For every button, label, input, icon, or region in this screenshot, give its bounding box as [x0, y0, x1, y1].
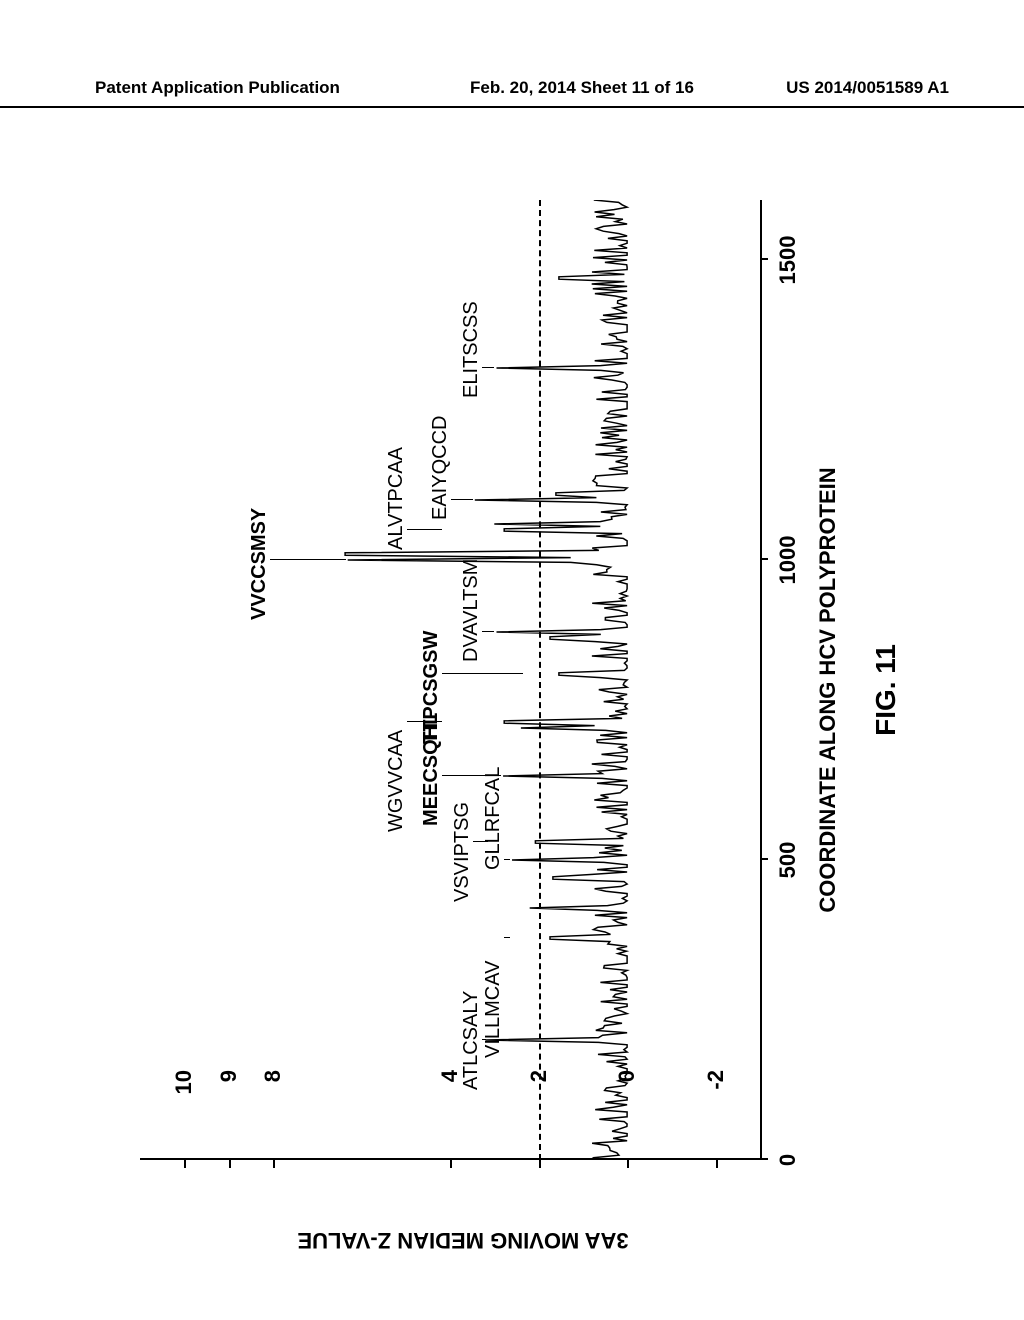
peak-label: ATLCSALY — [460, 991, 483, 1090]
page-header: Patent Application Publication Feb. 20, … — [0, 78, 1024, 108]
peak-label: WGVVCAA — [385, 730, 408, 832]
leader-line — [504, 937, 510, 938]
peak-label: VILLMCAV — [482, 961, 505, 1058]
leader-line — [482, 631, 494, 632]
peak-label: VVCCSMSY — [248, 508, 271, 620]
x-tick-label: 500 — [775, 842, 801, 879]
peak-label: ALVTPCAA — [385, 447, 408, 550]
x-tick-label: 0 — [775, 1154, 801, 1166]
x-axis-line — [760, 200, 762, 1160]
peak-label: ELITSCSS — [460, 301, 483, 398]
leader-line — [504, 859, 510, 860]
peak-label: DVAVLTSM — [460, 559, 483, 662]
leader-line — [407, 529, 442, 530]
leader-line — [270, 559, 346, 560]
chart-inner: -20248910 050010001500 3AA MOVING MEDIAN… — [80, 130, 930, 1250]
x-tick-label: 1500 — [775, 236, 801, 285]
line-plot — [140, 200, 760, 1160]
header-publication: Patent Application Publication — [95, 78, 340, 98]
leader-line — [442, 673, 523, 674]
y-axis-title: 3AA MOVING MEDIAN Z-VALUE — [297, 1227, 628, 1253]
leader-line — [473, 841, 488, 842]
peak-label: EAIYQCCD — [429, 416, 452, 520]
header-patent-number: US 2014/0051589 A1 — [786, 78, 949, 98]
peak-label: VSVIPTSG — [451, 802, 474, 902]
header-sheet-info: Feb. 20, 2014 Sheet 11 of 16 — [470, 78, 694, 98]
peak-label: GLLRFCAL — [482, 767, 505, 870]
x-tick-label: 1000 — [775, 536, 801, 585]
peak-label: TTPCSGSW — [420, 631, 443, 744]
figure-caption: FIG. 11 — [870, 644, 902, 736]
leader-line — [442, 775, 501, 776]
leader-line — [482, 367, 494, 368]
x-axis-title: COORDINATE ALONG HCV POLYPROTEIN — [815, 467, 841, 912]
chart-rotated-wrapper: -20248910 050010001500 3AA MOVING MEDIAN… — [0, 265, 1024, 1115]
leader-line — [451, 499, 473, 500]
